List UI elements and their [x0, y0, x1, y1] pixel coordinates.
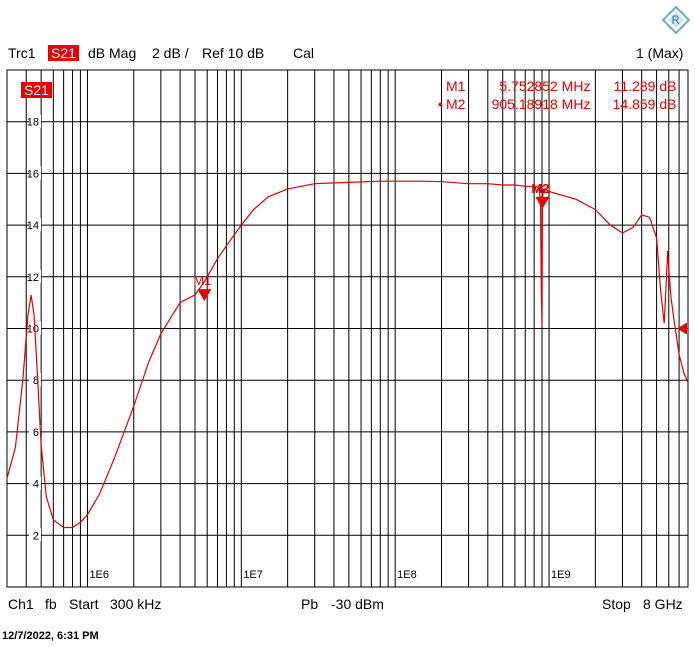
marker-row-m1: M1 5.752852 MHz 11.289 dB [438, 77, 676, 95]
param-tab[interactable]: S21 [48, 45, 79, 61]
x-tick-label: 1E7 [243, 569, 263, 581]
y-tick-label: 16 [27, 168, 39, 180]
s21-trace [6, 180, 689, 529]
marker-frequency: 5.752852 MHz [499, 78, 591, 94]
x-tick-label-bg [88, 567, 113, 580]
y-tick-label-bg [29, 114, 41, 128]
x-tick-label-bg [550, 567, 575, 580]
format-label[interactable]: dB Mag [88, 45, 137, 61]
y-tick-label: 4 [33, 479, 39, 491]
marker-triangle-icon [197, 289, 212, 302]
marker-readout: M1 5.752852 MHz 11.289 dB • M2 905.18918 MHz… [438, 77, 676, 113]
marker-name: M1 [446, 78, 466, 94]
cal-label[interactable]: Cal [293, 45, 315, 61]
reference-level-arrow-icon [677, 322, 687, 335]
start-label: Start [69, 596, 99, 612]
marker-value: 14.859 dB [612, 96, 677, 112]
y-tick-label: 8 [33, 375, 39, 387]
power-value[interactable]: -30 dBm [331, 596, 384, 612]
rs-logo-icon [662, 6, 690, 34]
x-tick-label-bg [242, 567, 267, 580]
y-tick-label: 18 [27, 117, 39, 129]
ref-label[interactable]: Ref 10 dB [202, 45, 265, 61]
start-value[interactable]: 300 kHz [110, 596, 162, 612]
y-tick-label: 12 [27, 272, 39, 284]
marker-label: M1 [193, 273, 211, 288]
y-tick-label-bg [29, 528, 41, 542]
y-tick-label: 2 [33, 530, 39, 542]
x-tick-label: 1E8 [397, 569, 417, 581]
power-label: Pb [301, 596, 319, 612]
fb-label: fb [45, 596, 57, 612]
trace-tag: S21 [21, 82, 52, 98]
x-tick-label: 1E6 [89, 569, 109, 581]
y-tick-label-bg [29, 166, 41, 180]
stop-value[interactable]: 8 GHz [643, 596, 683, 612]
marker-value: 11.289 dB [613, 78, 677, 94]
y-tick-label-bg [29, 269, 41, 283]
timestamp: 12/7/2022, 6:31 PM [2, 630, 99, 642]
channel-info[interactable]: 1 (Max) [636, 45, 684, 61]
y-tick-label: 10 [27, 324, 39, 336]
x-tick-label-bg [396, 567, 421, 580]
marker-triangle-icon [535, 196, 550, 209]
y-tick-label-bg [29, 218, 41, 232]
y-tick-label-bg [29, 424, 41, 438]
y-tick-label-bg [29, 476, 41, 490]
trace-label[interactable]: Trc1 [8, 45, 36, 61]
y-tick-label: 6 [33, 427, 39, 439]
marker-active-indicator: • [438, 96, 443, 112]
marker-label: M2 [531, 181, 549, 196]
channel-label[interactable]: Ch1 [8, 596, 34, 612]
marker-frequency: 905.18918 MHz [491, 96, 591, 112]
marker-name: M2 [446, 96, 466, 112]
x-tick-label: 1E9 [551, 569, 571, 581]
scale-label[interactable]: 2 dB / [152, 45, 189, 61]
marker-row-m2: • M2 905.18918 MHz 14.859 dB [438, 95, 676, 113]
y-tick-label: 14 [27, 220, 39, 232]
stop-label: Stop [602, 596, 631, 612]
